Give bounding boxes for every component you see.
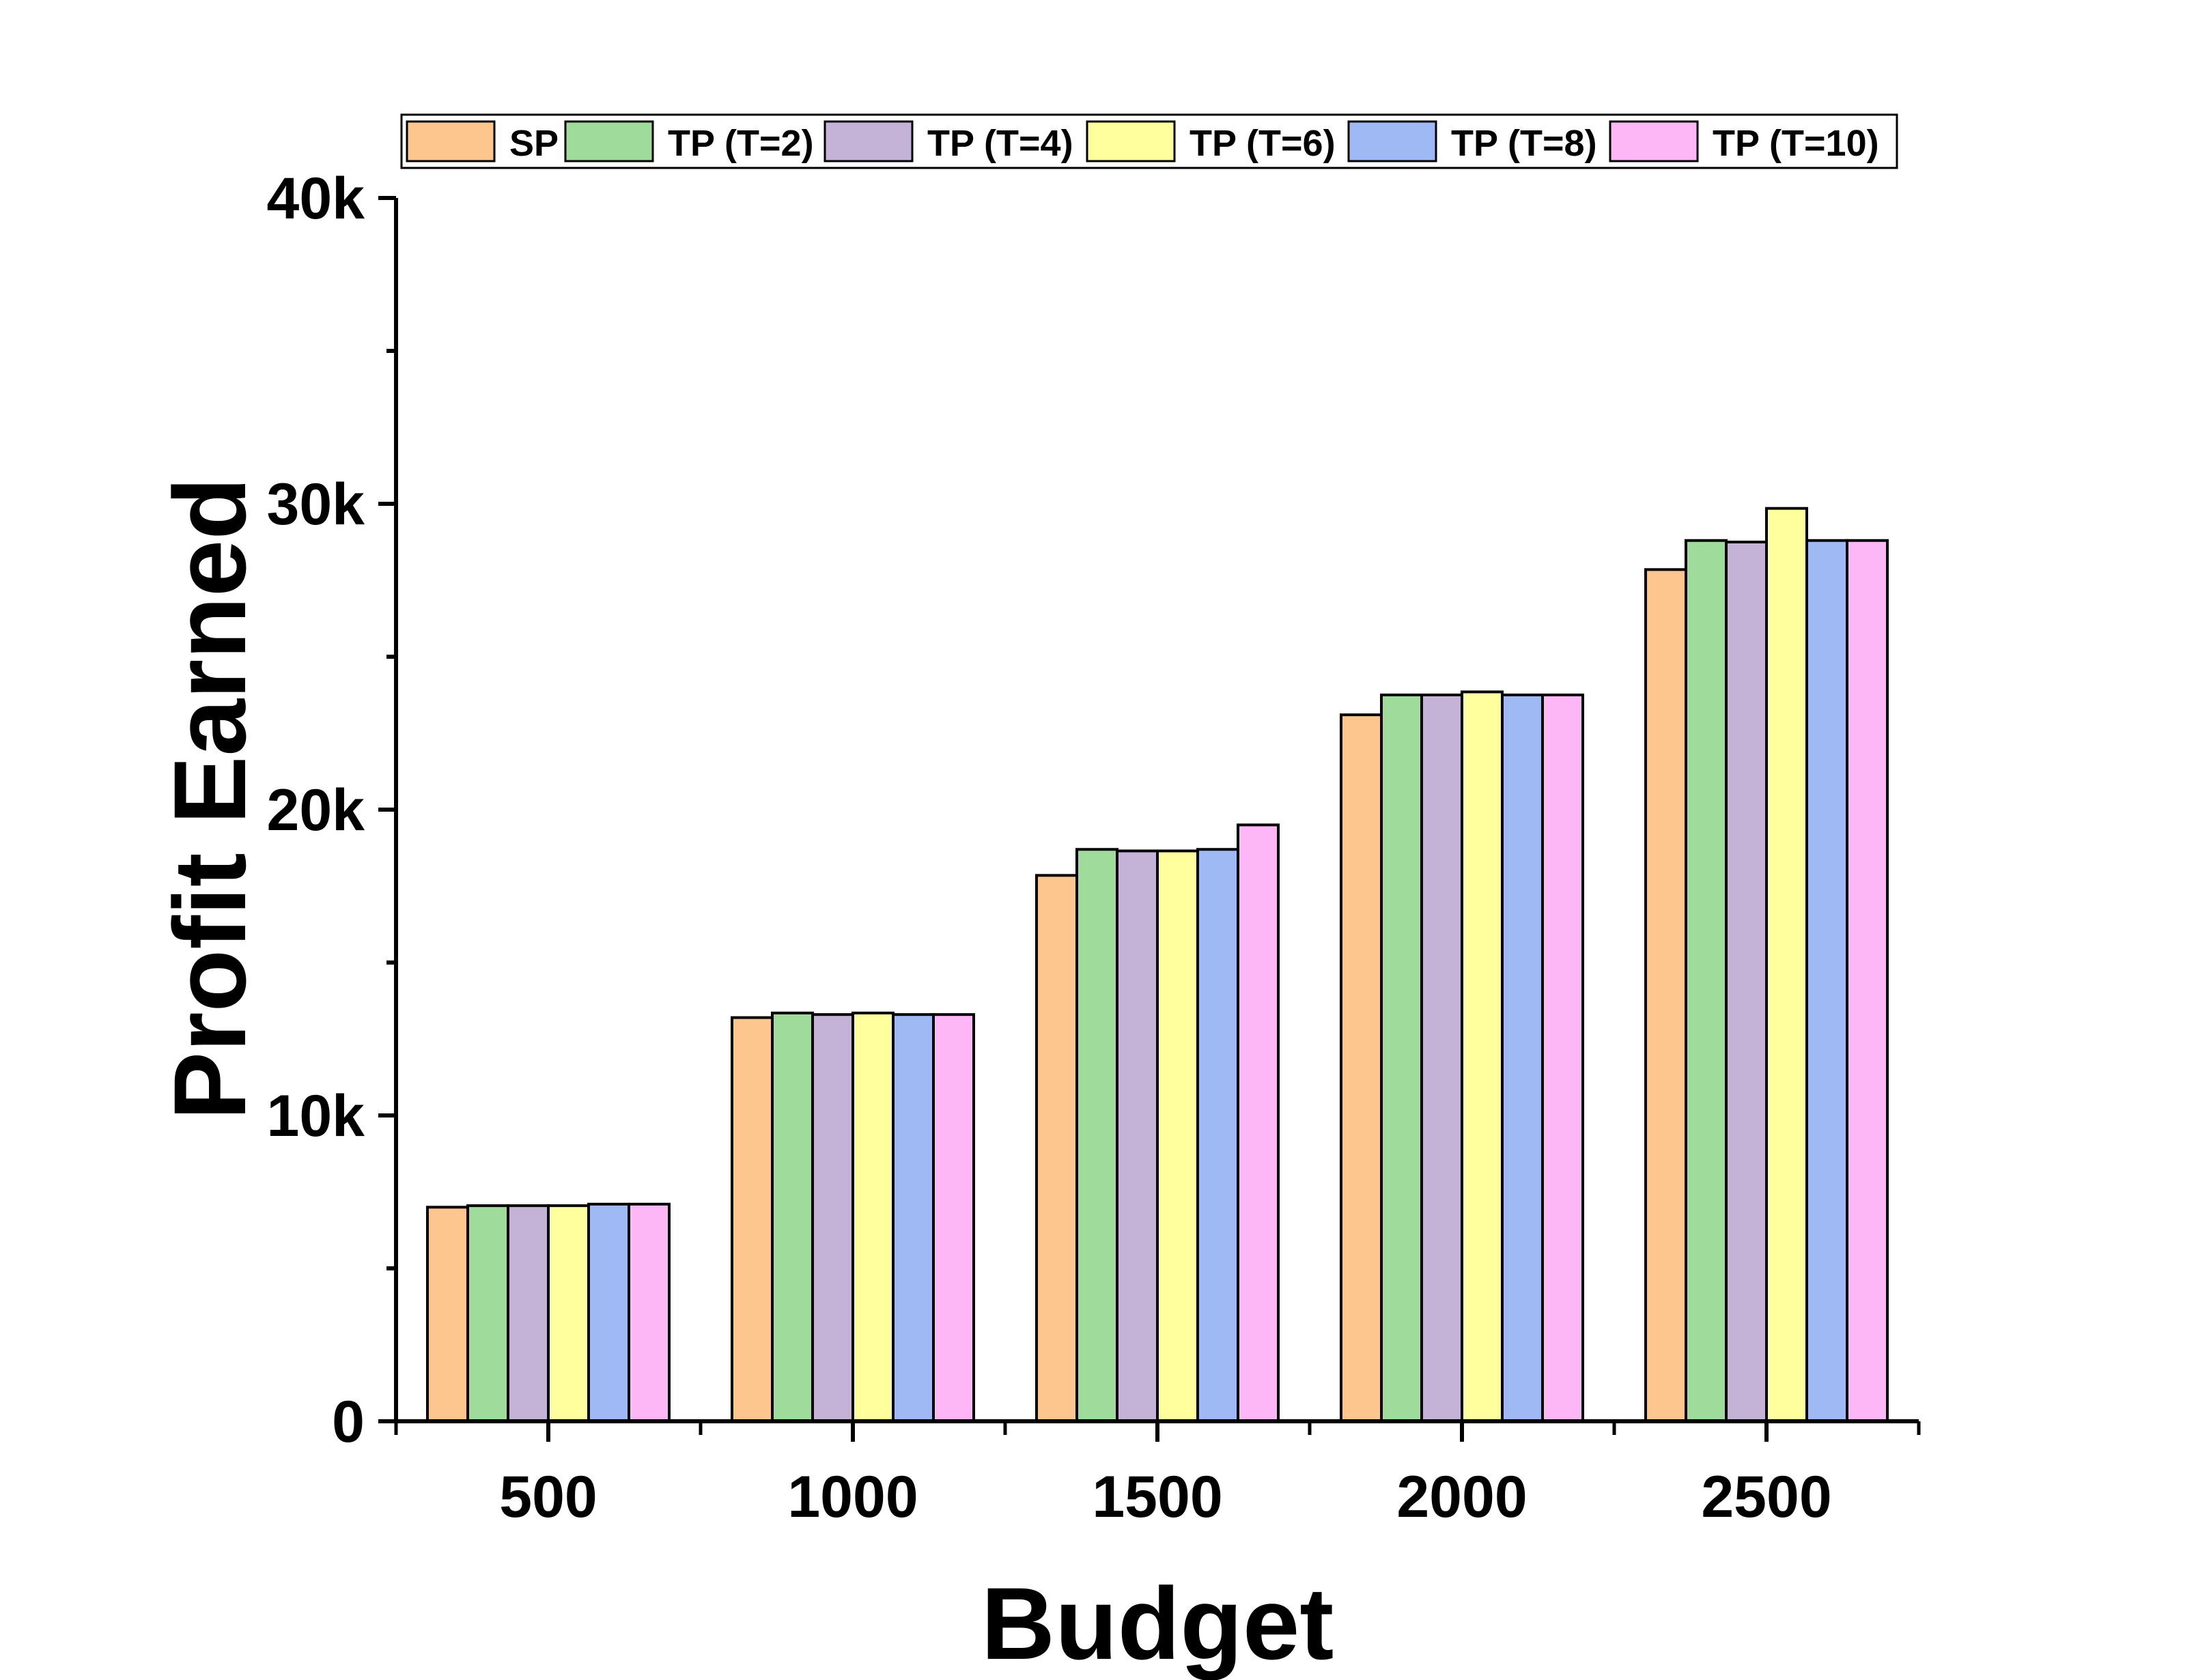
bar [1685, 539, 1728, 1423]
y-axis-title: Profit Earned [152, 477, 267, 1120]
y-tick-label: 30k [267, 472, 365, 537]
legend-label: TP (T=8) [1451, 123, 1597, 164]
bar [1725, 541, 1768, 1423]
legend-swatch [1347, 120, 1437, 162]
bar [1644, 568, 1687, 1423]
bar [1156, 849, 1199, 1423]
legend-label: TP (T=10) [1713, 123, 1879, 164]
x-tick-label: 1000 [787, 1464, 918, 1530]
bar [932, 1013, 975, 1423]
legend-label: SP [509, 123, 559, 164]
legend-label: TP (T=4) [927, 123, 1073, 164]
bar [1035, 874, 1078, 1423]
legend-swatch [406, 120, 496, 162]
bar [731, 1016, 774, 1423]
bar [851, 1011, 895, 1423]
legend-swatch [564, 120, 654, 162]
bar [507, 1204, 550, 1423]
y-tick-label: 40k [267, 166, 365, 231]
y-tick-label: 20k [267, 778, 365, 843]
bar [628, 1202, 671, 1423]
bar [1541, 694, 1584, 1423]
x-tick-label: 2000 [1396, 1464, 1527, 1530]
x-tick-label: 500 [499, 1464, 597, 1530]
bars-layer [426, 507, 1889, 1423]
bar [1116, 849, 1159, 1423]
bar [1501, 694, 1544, 1423]
bar [587, 1202, 630, 1423]
bar [1237, 823, 1280, 1423]
bar [1846, 539, 1889, 1423]
x-tick-label: 1500 [1092, 1464, 1222, 1530]
bar [466, 1204, 509, 1423]
legend-label: TP (T=2) [668, 123, 814, 164]
legend-label: TP (T=6) [1190, 123, 1336, 164]
y-tick-label: 0 [332, 1389, 365, 1455]
y-tick-label: 10k [267, 1083, 365, 1149]
bar [811, 1013, 854, 1423]
legend-swatch [824, 120, 914, 162]
x-axis-title: Budget [981, 1566, 1334, 1680]
x-tick-label: 2500 [1701, 1464, 1831, 1530]
bar [1340, 713, 1383, 1423]
bar [426, 1206, 469, 1423]
y-ticks: 0 10k 20k 30k 40k [267, 166, 396, 1455]
legend-swatch [1086, 120, 1176, 162]
legend-swatch [1609, 120, 1699, 162]
bar [1196, 848, 1239, 1423]
x-ticks: 500 1000 1500 2000 2500 [394, 1421, 1921, 1530]
bar [1805, 539, 1848, 1423]
bar [892, 1013, 935, 1423]
bar [1075, 848, 1118, 1423]
legend: SP TP (T=2) TP (T=4) TP (T=6) TP (T=8) TP (T=… [400, 113, 1898, 169]
bar [1420, 694, 1463, 1423]
bar [1765, 507, 1808, 1423]
bar [1380, 694, 1423, 1423]
bar [1461, 690, 1504, 1423]
bar [547, 1204, 590, 1423]
bar [771, 1011, 814, 1423]
